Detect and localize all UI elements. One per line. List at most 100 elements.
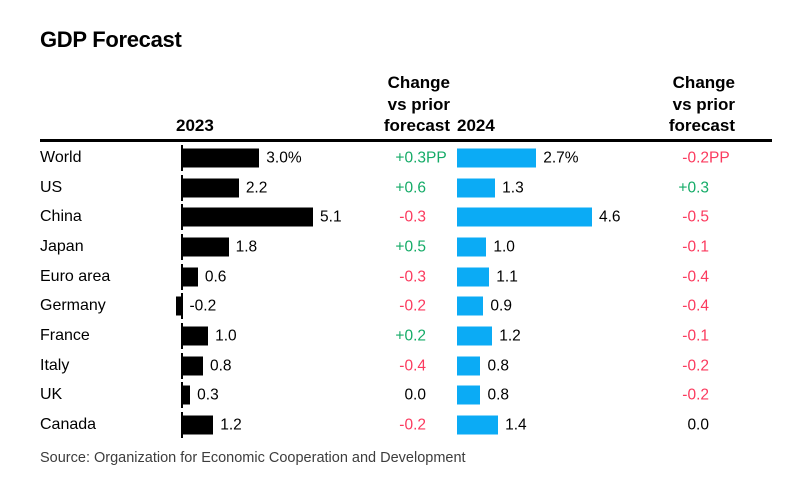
- bar-2024: [457, 415, 499, 435]
- change-value: -0.1: [682, 238, 709, 256]
- bar-value-2023: 5.1: [320, 208, 342, 226]
- change-2024: -0.1: [635, 328, 735, 344]
- bar-2023: [182, 415, 214, 435]
- change-2024: 0.0: [635, 417, 735, 433]
- bar-value-2023: 0.8: [209, 356, 232, 374]
- bar-2023: [182, 267, 198, 287]
- change-2024: -0.1: [635, 239, 735, 255]
- row-label: World: [40, 148, 82, 166]
- table-row: Canada 1.2 -0.2 1.4 0.0: [40, 410, 772, 440]
- table-row: UK 0.3 0.0 0.8 -0.2: [40, 381, 772, 411]
- axis-tick-2023: [181, 352, 183, 379]
- axis-tick-2023: [181, 293, 183, 320]
- change-unit: PP: [709, 149, 730, 167]
- bar-2024: [457, 267, 490, 287]
- bar-2024: [457, 356, 481, 376]
- change-value: -0.3: [399, 267, 426, 285]
- change-value: -0.2: [682, 356, 709, 374]
- bar-2023: [182, 148, 260, 168]
- change-value: 0.0: [687, 416, 709, 434]
- source-note: Source: Organization for Economic Cooper…: [40, 450, 466, 466]
- bar-2024: [457, 178, 496, 198]
- axis-tick-2023: [181, 144, 183, 171]
- row-label: Euro area: [40, 267, 111, 285]
- change-value: -0.1: [682, 327, 709, 345]
- bar-value-2024: 1.1: [496, 267, 518, 285]
- bar-2023: [182, 385, 191, 405]
- change-2024: -0.4: [635, 269, 735, 285]
- table-row: France 1.0 +0.2 1.2 -0.1: [40, 321, 772, 351]
- bar-2024: [457, 148, 537, 168]
- change-2023: -0.3: [352, 209, 452, 225]
- table-row: US 2.2 +0.6 1.3 +0.3: [40, 173, 772, 203]
- bar-2023: [182, 207, 314, 227]
- bar-2023: [182, 237, 229, 257]
- row-label: Japan: [40, 237, 84, 255]
- bar-value-2023: 1.8: [235, 238, 258, 256]
- bar-value-2024: 2.7%: [543, 149, 579, 167]
- change-value: -0.2: [399, 416, 426, 434]
- change-2023: 0.0: [352, 388, 452, 404]
- change-value: -0.2: [399, 297, 426, 315]
- bar-value-2024: 4.6: [599, 208, 621, 226]
- row-label: France: [40, 326, 90, 344]
- axis-tick-2023: [181, 174, 183, 201]
- bar-2024: [457, 385, 481, 405]
- change-2023: +0.5: [352, 239, 452, 255]
- change-2023: -0.3: [352, 269, 452, 285]
- row-label: UK: [40, 386, 63, 404]
- bar-2023: [182, 356, 203, 376]
- change-value: +0.3: [395, 149, 426, 167]
- bar-2024: [457, 237, 487, 257]
- bar-value-2023: 0.3: [197, 386, 219, 404]
- table-row: World 3.0% +0.3 PP 2.7% -0.2 PP: [40, 143, 772, 173]
- bar-2023: [182, 178, 239, 198]
- row-label: China: [40, 208, 82, 226]
- bar-2023: [175, 296, 181, 316]
- change-value: -0.3: [399, 208, 426, 226]
- axis-tick-2023: [181, 412, 183, 439]
- change-2024: -0.2: [635, 358, 735, 374]
- change-2024: -0.2 PP: [635, 150, 735, 166]
- bar-value-2024: 1.0: [493, 238, 515, 256]
- bar-value-2023: 2.2: [245, 178, 268, 196]
- column-header-2024: 2024: [457, 116, 495, 135]
- row-label: Germany: [40, 297, 106, 315]
- change-2023: -0.4: [352, 358, 452, 374]
- change-2023: -0.2: [352, 417, 452, 433]
- bar-value-2024: 1.2: [499, 327, 521, 345]
- change-value: +0.5: [395, 238, 426, 256]
- column-header-change-right: Change vs prior forecast: [668, 73, 735, 135]
- table-row: China 5.1 -0.3 4.6 -0.5: [40, 202, 772, 232]
- axis-tick-2023: [181, 204, 183, 231]
- rows: World 3.0% +0.3 PP 2.7% -0.2 PP US 2.2 +0.6 1.3 +0.…: [40, 143, 772, 440]
- column-header-2023: 2023: [176, 116, 214, 135]
- column-header-change-left: Change vs prior forecast: [383, 73, 450, 135]
- change-value: -0.5: [682, 208, 709, 226]
- bar-value-2024: 0.9: [490, 297, 512, 315]
- bar-2023: [182, 326, 209, 346]
- bar-value-2024: 0.8: [487, 386, 510, 404]
- change-value: +0.3: [678, 178, 709, 196]
- change-unit: PP: [426, 149, 447, 167]
- page-title: GDP Forecast: [40, 27, 182, 52]
- change-2023: +0.6: [352, 180, 452, 196]
- change-value: +0.6: [395, 178, 426, 196]
- axis-tick-2023: [181, 263, 183, 290]
- change-value: +0.2: [395, 327, 426, 345]
- bar-2024: [457, 296, 484, 316]
- change-value: -0.4: [682, 267, 709, 285]
- bar-2024: [457, 326, 493, 346]
- header-rule: [40, 139, 772, 142]
- table-row: Italy 0.8 -0.4 0.8 -0.2: [40, 351, 772, 381]
- change-value: -0.4: [682, 297, 709, 315]
- row-label: Italy: [40, 356, 70, 374]
- change-value: -0.2: [682, 386, 709, 404]
- change-value: -0.4: [399, 356, 426, 374]
- change-2023: -0.2: [352, 299, 452, 315]
- row-label: Canada: [40, 416, 97, 434]
- bar-value-2023: 3.0%: [266, 149, 302, 167]
- table-row: Japan 1.8 +0.5 1.0 -0.1: [40, 232, 772, 262]
- axis-tick-2023: [181, 322, 183, 349]
- table-row: Euro area 0.6 -0.3 1.1 -0.4: [40, 262, 772, 292]
